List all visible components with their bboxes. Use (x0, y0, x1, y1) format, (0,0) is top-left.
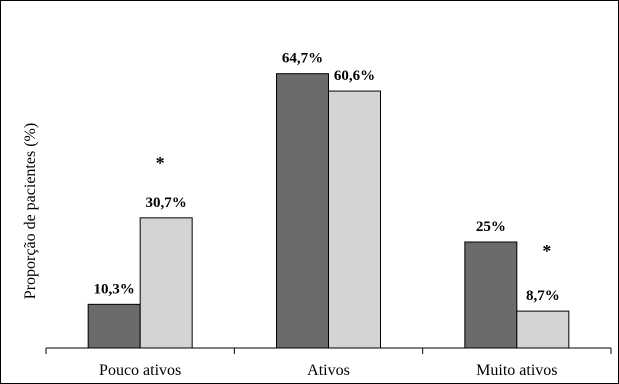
bar-2-1 (516, 310, 570, 349)
bar-1-1 (328, 90, 381, 349)
data-label-0-1: 30,7% (146, 195, 187, 211)
data-label-0-0: 10,3% (94, 281, 135, 297)
x-tick-label-0: Pouco ativos (99, 362, 181, 379)
data-label-2-1: 8,7% (526, 288, 560, 304)
significance-mark-1: * (542, 241, 551, 261)
data-label-1-0: 64,7% (282, 51, 323, 67)
data-label-1-1: 60,6% (334, 68, 375, 84)
y-axis-label: Proporção de pacientes (%) (22, 123, 39, 299)
x-tick-label-1: Ativos (307, 362, 350, 379)
bar-2-0 (464, 241, 518, 349)
data-label-2-0: 25% (476, 219, 506, 235)
bar-0-0 (87, 303, 141, 349)
significance-mark-0: * (156, 153, 165, 173)
bar-0-1 (139, 217, 193, 349)
x-tick-label-2: Muito ativos (476, 362, 557, 379)
bar-1-0 (276, 73, 329, 349)
